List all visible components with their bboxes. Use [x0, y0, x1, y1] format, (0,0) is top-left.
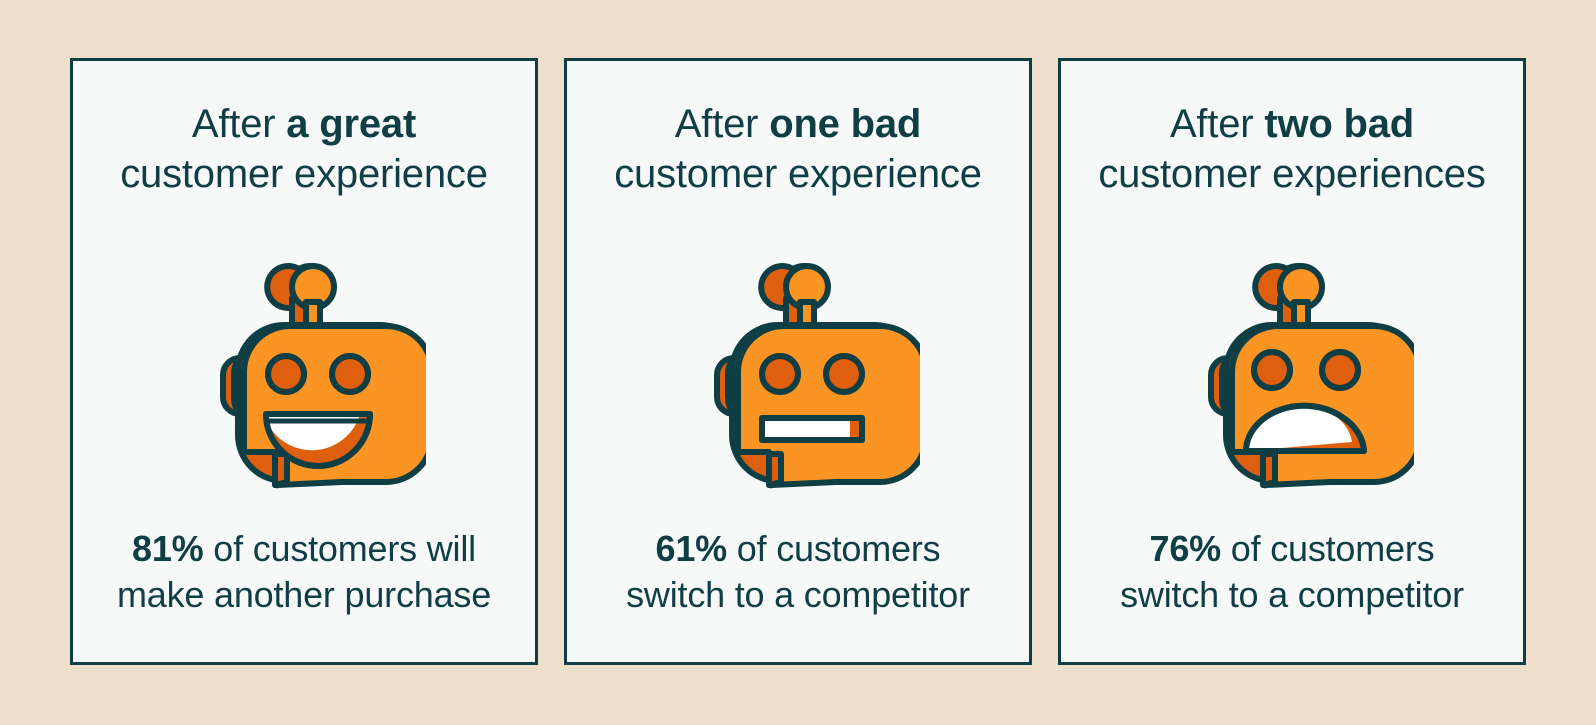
- card-heading-highlight: two bad: [1264, 102, 1415, 146]
- card-heading: After one bad customer experience: [567, 61, 1029, 199]
- card-heading-prefix: After: [674, 102, 770, 146]
- stat-card-great-experience: After a great customer experience: [70, 58, 538, 665]
- stat-percent-value: 81%: [132, 528, 204, 569]
- card-heading-prefix: After: [191, 102, 287, 146]
- stat-card-two-bad-experiences: After two bad customer experiences: [1058, 58, 1526, 665]
- card-footer-stat: 61% of customers switch to a competitor: [567, 526, 1029, 662]
- stat-text-line2: switch to a competitor: [1120, 574, 1464, 615]
- card-footer-stat: 76% of customers switch to a competitor: [1061, 526, 1523, 662]
- card-heading-line2: customer experience: [120, 152, 488, 196]
- robot-neutral-icon: [714, 262, 920, 488]
- stat-percent-value: 76%: [1149, 528, 1222, 569]
- robot-illustration-wrap: [73, 199, 535, 526]
- stat-text-line1: of customers: [1220, 528, 1435, 569]
- card-heading: After two bad customer experiences: [1061, 61, 1523, 199]
- card-heading-highlight: a great: [286, 102, 417, 146]
- stat-percent-value: 61%: [655, 528, 728, 569]
- card-heading-line2: customer experiences: [1098, 152, 1486, 196]
- robot-happy-icon: [220, 262, 426, 488]
- card-heading-highlight: one bad: [769, 102, 922, 146]
- card-footer-stat: 81% of customers will make another purch…: [73, 526, 535, 662]
- card-heading-line2: customer experience: [614, 152, 982, 196]
- robot-sad-icon: [1208, 262, 1414, 488]
- card-heading: After a great customer experience: [73, 61, 535, 199]
- robot-illustration-wrap: [567, 199, 1029, 526]
- stat-cards-row: After a great customer experience: [70, 58, 1526, 665]
- stat-text-line1: of customers: [726, 528, 941, 569]
- card-heading-prefix: After: [1169, 102, 1265, 146]
- robot-illustration-wrap: [1061, 199, 1523, 526]
- stat-text-line2: switch to a competitor: [626, 574, 970, 615]
- stat-text-line1: of customers will: [203, 528, 476, 569]
- stat-card-one-bad-experience: After one bad customer experience: [564, 58, 1032, 665]
- stat-text-line2: make another purchase: [116, 574, 492, 615]
